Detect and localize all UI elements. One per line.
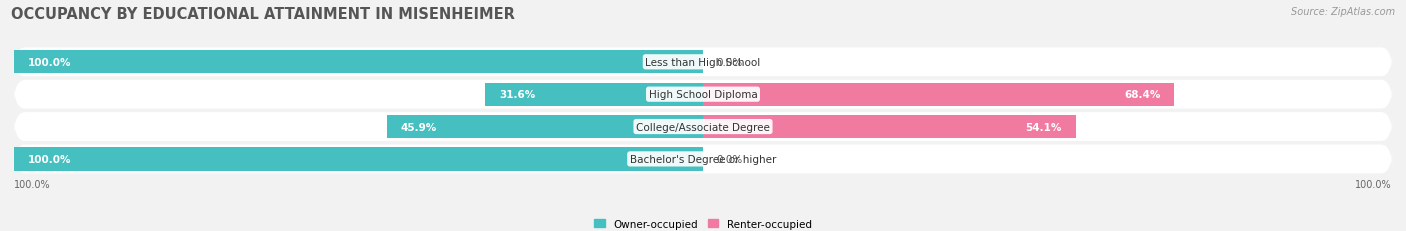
Text: 0.0%: 0.0%: [717, 58, 742, 67]
Bar: [485, 83, 703, 106]
Text: 100.0%: 100.0%: [1355, 179, 1392, 189]
FancyBboxPatch shape: [14, 48, 1392, 77]
Legend: Owner-occupied, Renter-occupied: Owner-occupied, Renter-occupied: [591, 215, 815, 231]
Text: Source: ZipAtlas.com: Source: ZipAtlas.com: [1291, 7, 1395, 17]
Text: 45.9%: 45.9%: [401, 122, 437, 132]
Bar: [703, 116, 1076, 139]
FancyBboxPatch shape: [14, 113, 1392, 141]
Bar: [703, 83, 1174, 106]
Text: 0.0%: 0.0%: [717, 154, 742, 164]
Text: College/Associate Degree: College/Associate Degree: [636, 122, 770, 132]
Bar: [14, 51, 703, 74]
Text: 100.0%: 100.0%: [14, 179, 51, 189]
Text: OCCUPANCY BY EDUCATIONAL ATTAINMENT IN MISENHEIMER: OCCUPANCY BY EDUCATIONAL ATTAINMENT IN M…: [11, 7, 515, 22]
Text: 54.1%: 54.1%: [1025, 122, 1062, 132]
FancyBboxPatch shape: [14, 145, 1392, 173]
Text: Bachelor's Degree or higher: Bachelor's Degree or higher: [630, 154, 776, 164]
Text: 31.6%: 31.6%: [499, 90, 536, 100]
Bar: [387, 116, 703, 139]
Text: 68.4%: 68.4%: [1123, 90, 1160, 100]
FancyBboxPatch shape: [14, 80, 1392, 109]
Bar: [14, 148, 703, 171]
Text: 100.0%: 100.0%: [28, 58, 72, 67]
Text: 100.0%: 100.0%: [28, 154, 72, 164]
Text: Less than High School: Less than High School: [645, 58, 761, 67]
Text: High School Diploma: High School Diploma: [648, 90, 758, 100]
